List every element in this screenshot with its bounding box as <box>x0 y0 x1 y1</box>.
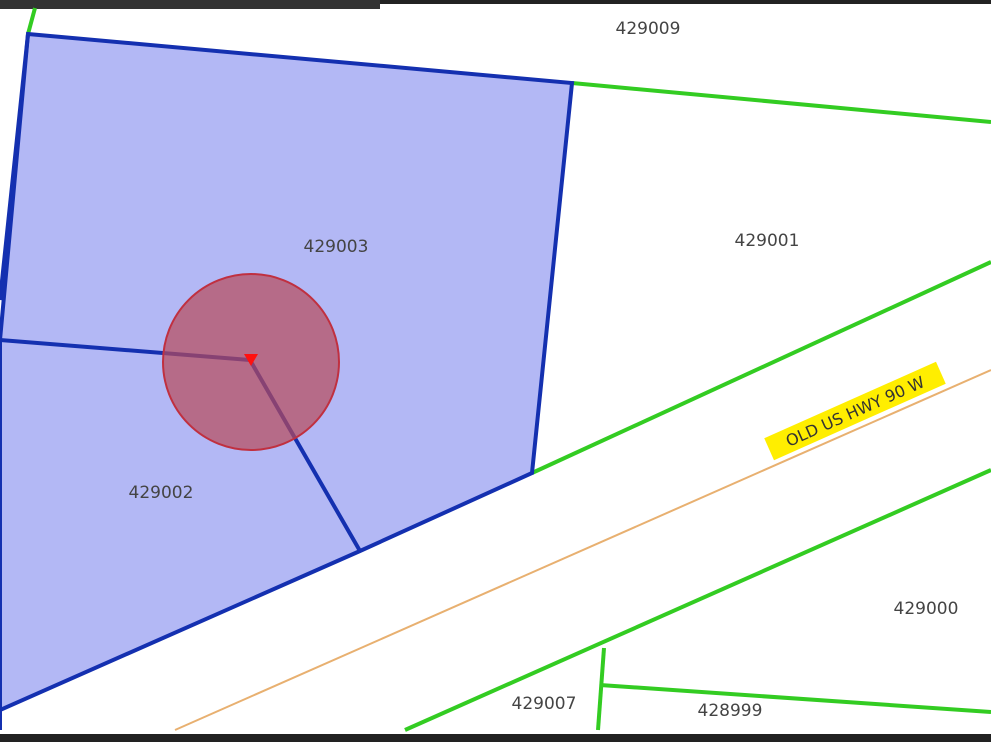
parcel-line <box>596 647 606 731</box>
bottom-border <box>0 734 991 742</box>
parcel-label: 429002 <box>129 483 194 503</box>
parcel-label: 429003 <box>304 237 369 257</box>
point-marker <box>244 354 258 366</box>
parcel-label: 429007 <box>512 694 577 714</box>
parcel-lines <box>26 7 991 732</box>
parcel-line <box>599 683 991 714</box>
parcel-line <box>571 81 991 124</box>
parcel-label: 428999 <box>698 701 763 721</box>
road-label-bg <box>764 361 946 461</box>
parcel-line <box>404 468 991 732</box>
parcel-line <box>26 7 37 35</box>
parcel-line <box>531 260 991 475</box>
top-border <box>0 0 991 4</box>
parcel-boundary <box>0 33 30 301</box>
top-bar <box>0 0 380 9</box>
parcel-label: 429000 <box>894 599 959 619</box>
parcel-label: 429009 <box>616 19 681 39</box>
parcel-label: 429001 <box>735 231 800 251</box>
road-centerline <box>174 369 991 731</box>
